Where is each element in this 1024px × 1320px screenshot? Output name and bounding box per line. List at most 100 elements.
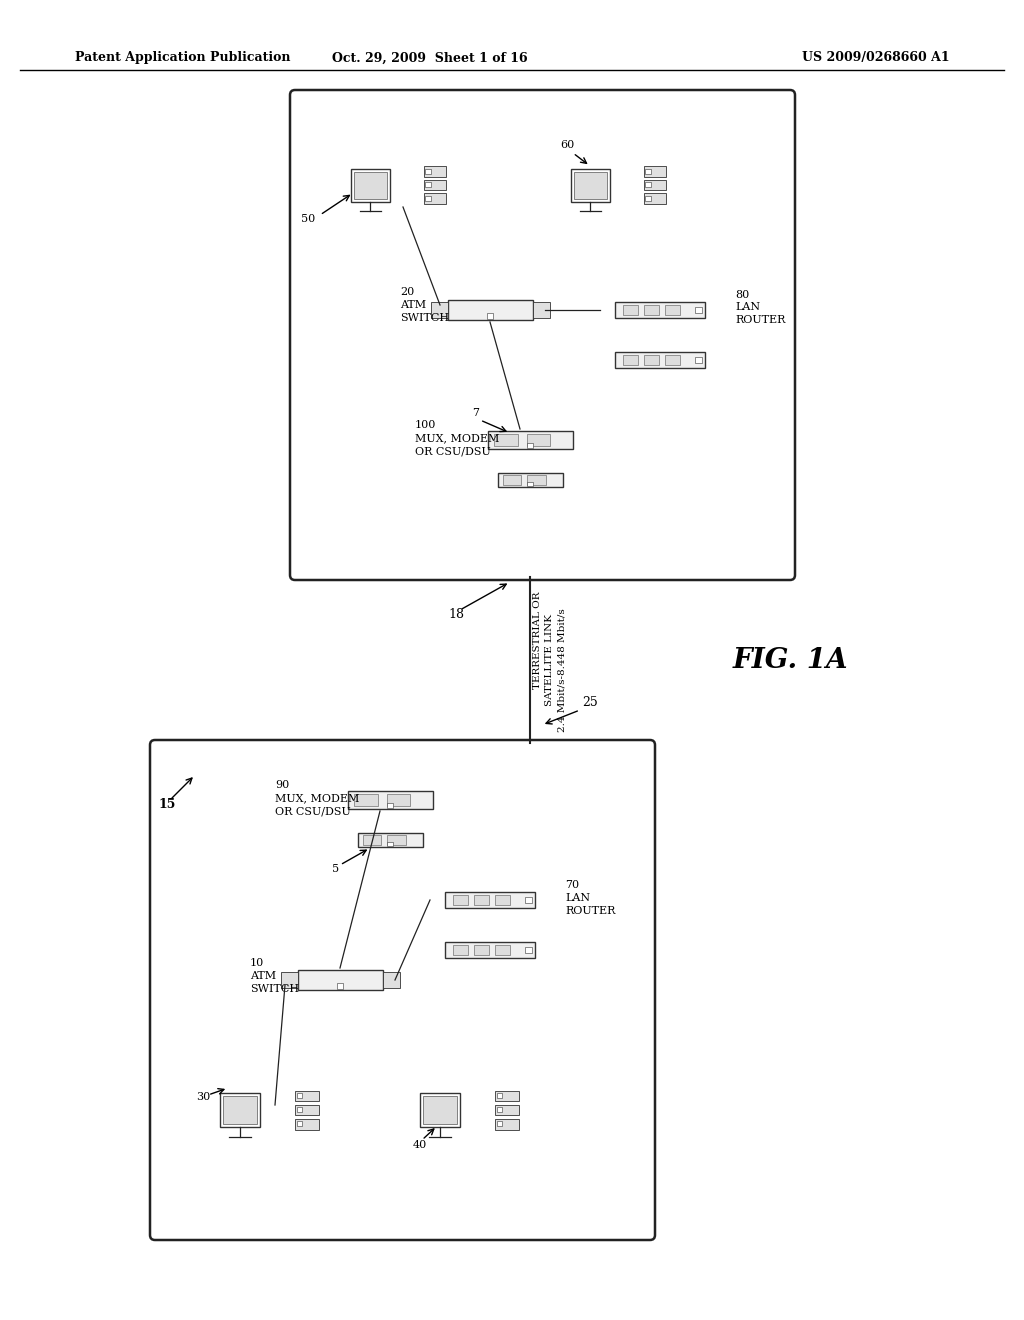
Bar [387, 842, 392, 846]
Text: 30: 30 [196, 1092, 210, 1102]
Bar [503, 475, 521, 484]
Bar [425, 195, 430, 201]
FancyBboxPatch shape [150, 741, 655, 1239]
Text: OR CSU/DSU: OR CSU/DSU [275, 807, 351, 816]
Bar [430, 302, 447, 318]
Bar [298, 970, 383, 990]
Bar [623, 305, 638, 315]
Bar [295, 1105, 318, 1115]
Bar [295, 1090, 318, 1101]
Bar [354, 795, 378, 807]
Text: 80: 80 [735, 290, 750, 300]
Bar [694, 308, 702, 313]
Bar [425, 169, 430, 174]
Bar [694, 356, 702, 363]
Text: FIG. 1A: FIG. 1A [732, 647, 848, 673]
Bar [424, 166, 446, 177]
Text: 70: 70 [565, 880, 580, 890]
Bar [524, 898, 532, 903]
Bar [623, 355, 638, 366]
Text: 25: 25 [582, 696, 598, 709]
Bar [496, 1118, 519, 1130]
Bar [362, 836, 381, 845]
Bar [570, 169, 609, 202]
Bar [645, 182, 650, 187]
Text: 15: 15 [158, 799, 175, 810]
Text: SATELLITE LINK: SATELLITE LINK [546, 614, 555, 706]
Bar [423, 1096, 457, 1125]
Bar [453, 945, 468, 956]
Bar [445, 941, 535, 958]
Bar [495, 434, 518, 446]
Text: ROUTER: ROUTER [565, 906, 615, 916]
Bar [497, 1093, 503, 1098]
Text: 60: 60 [560, 140, 574, 150]
Bar [645, 195, 650, 201]
Text: ROUTER: ROUTER [735, 315, 785, 325]
Bar [297, 1121, 302, 1126]
Bar [498, 473, 562, 487]
Bar [347, 791, 432, 809]
Bar [496, 1090, 519, 1101]
Bar [297, 1107, 302, 1113]
Bar [643, 355, 658, 366]
Bar [527, 475, 546, 484]
Text: MUX, MODEM: MUX, MODEM [275, 793, 359, 803]
Bar [387, 836, 406, 845]
Bar [424, 180, 446, 190]
Bar [487, 430, 572, 449]
Bar [497, 1121, 503, 1126]
Bar [337, 983, 343, 989]
Bar [524, 946, 532, 953]
Text: 10: 10 [250, 958, 264, 968]
Bar [495, 945, 510, 956]
Text: 5: 5 [332, 865, 339, 874]
Text: 100: 100 [415, 420, 436, 430]
Bar [527, 482, 532, 486]
Bar [420, 1093, 460, 1127]
Text: Oct. 29, 2009  Sheet 1 of 16: Oct. 29, 2009 Sheet 1 of 16 [332, 51, 527, 65]
Text: SWITCH: SWITCH [250, 983, 299, 994]
FancyBboxPatch shape [290, 90, 795, 579]
Bar [223, 1096, 257, 1125]
Text: 20: 20 [400, 286, 415, 297]
Text: Patent Application Publication: Patent Application Publication [75, 51, 291, 65]
Text: 90: 90 [275, 780, 289, 789]
Text: MUX, MODEM: MUX, MODEM [415, 433, 500, 444]
Text: 50: 50 [301, 214, 315, 224]
Bar [220, 1093, 260, 1127]
Bar [425, 182, 430, 187]
Text: SWITCH: SWITCH [400, 313, 450, 323]
Text: LAN: LAN [565, 894, 590, 903]
Bar [281, 973, 298, 987]
Bar [473, 945, 488, 956]
Bar [445, 892, 535, 908]
Bar [383, 973, 399, 987]
Text: ATM: ATM [250, 972, 276, 981]
Bar [496, 1105, 519, 1115]
Bar [387, 803, 393, 808]
Bar [532, 302, 550, 318]
Bar [357, 833, 423, 847]
Text: TERRESTRIAL OR: TERRESTRIAL OR [534, 591, 543, 689]
Text: 7: 7 [472, 408, 479, 418]
Text: LAN: LAN [735, 302, 760, 312]
Bar [526, 442, 534, 447]
Text: 40: 40 [413, 1140, 427, 1150]
Bar [643, 305, 658, 315]
Bar [387, 795, 411, 807]
Bar [645, 169, 650, 174]
Bar [473, 895, 488, 906]
Bar [644, 166, 667, 177]
Bar [665, 355, 680, 366]
Bar [297, 1093, 302, 1098]
Bar [350, 169, 389, 202]
Bar [486, 313, 494, 318]
Bar [424, 193, 446, 203]
Text: 2.4 Mbit/s-8.448 Mbit/s: 2.4 Mbit/s-8.448 Mbit/s [557, 609, 566, 731]
Text: US 2009/0268660 A1: US 2009/0268660 A1 [803, 51, 950, 65]
Text: 18: 18 [449, 609, 464, 620]
Bar [295, 1118, 318, 1130]
Bar [644, 180, 667, 190]
Text: OR CSU/DSU: OR CSU/DSU [415, 446, 490, 455]
